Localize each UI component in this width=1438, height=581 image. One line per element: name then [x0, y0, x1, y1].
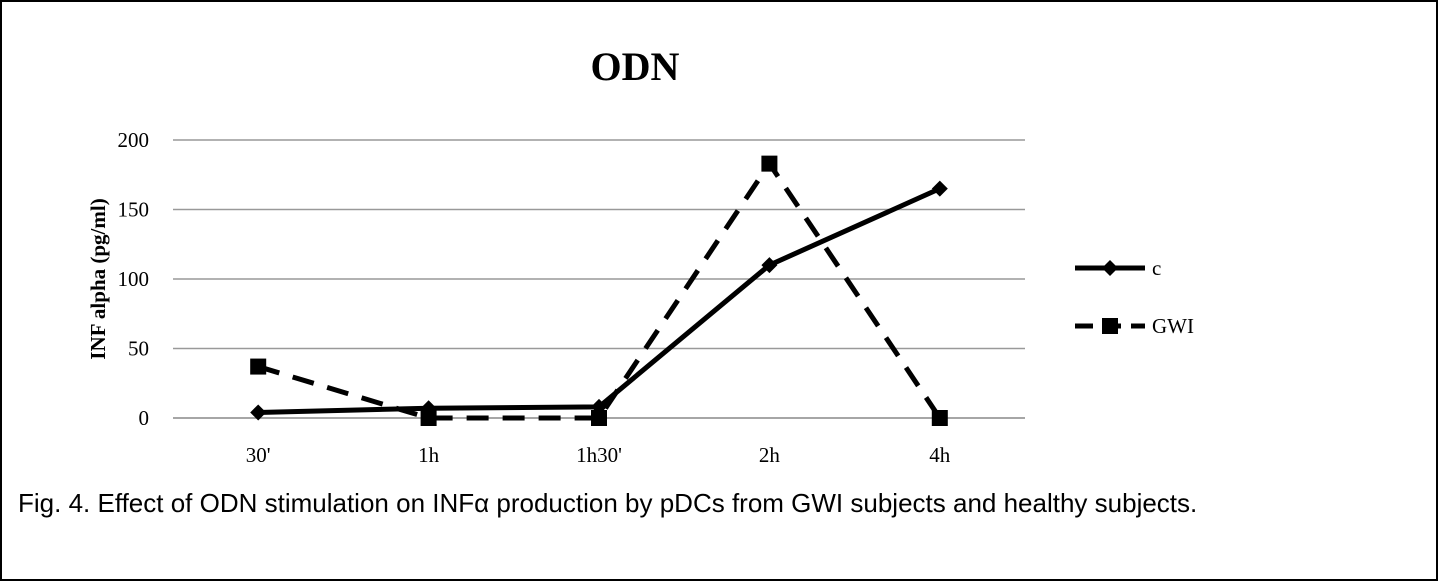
legend-label: c — [1152, 256, 1161, 280]
marker — [250, 358, 267, 375]
marker — [1102, 318, 1118, 334]
series-line — [257, 159, 942, 421]
x-tick-label: 1h30' — [576, 443, 622, 467]
x-tick-label: 4h — [929, 443, 951, 467]
caption: Fig. 4. Effect of ODN stimulation on INF… — [18, 488, 1198, 518]
y-tick-label: 200 — [118, 128, 150, 152]
y-axis-label: INF alpha (pg/ml) — [86, 198, 110, 359]
x-tick-label: 2h — [759, 443, 781, 467]
marker — [931, 180, 948, 197]
x-tick-label: 30' — [246, 443, 271, 467]
y-tick-label: 100 — [118, 267, 150, 291]
marker — [761, 257, 778, 274]
marker — [250, 404, 267, 421]
legend-label: GWI — [1152, 314, 1194, 338]
x-tick-label: 1h — [418, 443, 440, 467]
y-tick-label: 50 — [128, 337, 149, 361]
y-tick-label: 0 — [139, 406, 150, 430]
marker — [420, 410, 437, 426]
marker — [931, 410, 948, 426]
marker — [761, 155, 778, 172]
marker — [1102, 260, 1118, 276]
marker — [591, 410, 607, 426]
chart-title: ODN — [591, 44, 680, 89]
y-tick-label: 150 — [118, 198, 150, 222]
